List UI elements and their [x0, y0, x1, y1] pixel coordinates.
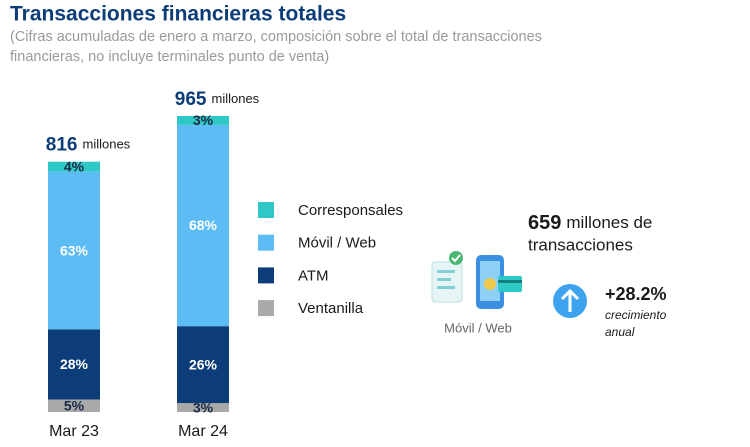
callout-unit: millones de — [566, 213, 652, 232]
total-label: 816 millones — [46, 135, 131, 156]
legend-swatch — [258, 267, 274, 284]
bar-segment — [177, 116, 229, 125]
value-label: 5% — [64, 397, 85, 413]
growth-caption: anual — [605, 325, 635, 339]
mobile-icon — [431, 251, 522, 309]
value-label: 28% — [60, 356, 89, 372]
bar-segment — [48, 161, 100, 172]
legend-swatch — [258, 202, 274, 218]
total-value: 816 — [46, 135, 78, 156]
x-tick-label: Mar 24 — [178, 423, 228, 440]
bar-segment — [48, 171, 100, 330]
value-label: 63% — [60, 242, 89, 258]
value-label: 4% — [64, 158, 85, 174]
callout-number: 659 — [528, 212, 561, 234]
legend-swatch — [258, 234, 274, 251]
x-tick-label: Mar 23 — [49, 423, 99, 440]
value-label: 26% — [189, 356, 218, 372]
bar-segment — [48, 329, 100, 400]
bar-segment — [48, 399, 100, 412]
legend-label: Ventanilla — [298, 300, 364, 317]
bar-segment — [177, 326, 229, 404]
legend-label: Corresponsales — [298, 202, 403, 219]
callout-unit: transacciones — [528, 235, 633, 254]
total-unit: millones — [212, 91, 260, 106]
growth-label: +28.2% — [605, 284, 667, 304]
bar-segment — [177, 124, 229, 327]
total-label: 965 millones — [175, 89, 260, 110]
value-label: 68% — [189, 217, 218, 233]
legend-label: Móvil / Web — [298, 235, 376, 252]
icon-label: Móvil / Web — [444, 320, 512, 335]
legend-swatch — [258, 300, 274, 317]
chart-subtitle: (Cifras acumuladas de enero a marzo, com… — [10, 29, 542, 45]
total-value: 965 — [175, 89, 207, 110]
bar-segment — [177, 403, 229, 412]
total-unit: millones — [83, 137, 131, 152]
chart-subtitle: financieras, no incluye terminales punto… — [10, 49, 329, 65]
value-label: 3% — [193, 399, 214, 415]
growth-arrow — [560, 288, 580, 312]
value-label: 3% — [193, 112, 214, 128]
growth-caption: crecimiento — [605, 308, 667, 322]
callout-value: 659 millones de — [528, 212, 652, 234]
chart-title: Transacciones financieras totales — [10, 3, 346, 26]
legend-label: ATM — [298, 267, 329, 284]
